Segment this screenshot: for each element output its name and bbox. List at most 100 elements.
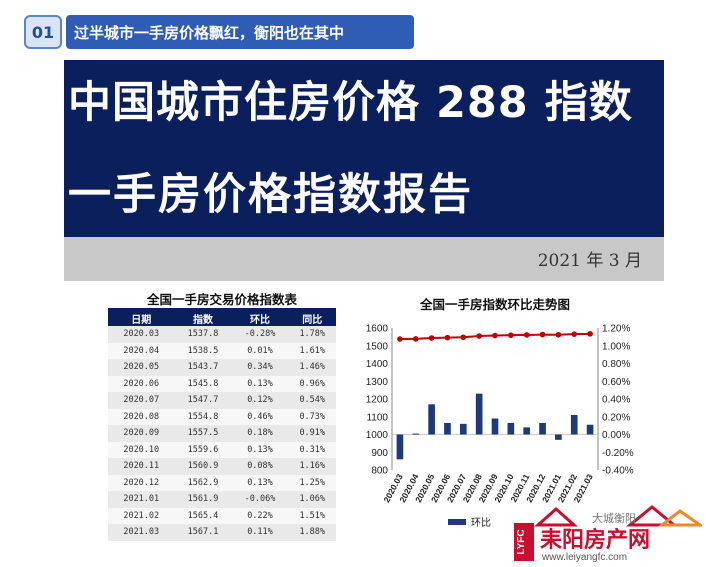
cell-date: 2020.08 bbox=[108, 408, 175, 425]
cell-mom: -0.06% bbox=[231, 491, 289, 508]
left-tick-label: 1500 bbox=[366, 341, 389, 352]
left-tick-label: 1100 bbox=[366, 412, 388, 423]
cell-date: 2020.05 bbox=[108, 359, 175, 376]
cell-index: 1557.5 bbox=[174, 425, 232, 442]
col-header-index: 指数 bbox=[174, 310, 232, 326]
cell-mom: 0.46% bbox=[231, 408, 289, 425]
right-tick-label: -0.20% bbox=[602, 448, 634, 459]
cell-yoy: 0.96% bbox=[288, 375, 336, 392]
cell-index: 1559.6 bbox=[174, 441, 232, 458]
line-point bbox=[412, 336, 419, 342]
right-tick-label: 0.40% bbox=[602, 395, 630, 406]
cell-yoy: 1.78% bbox=[288, 326, 336, 343]
cell-date: 2020.07 bbox=[108, 392, 175, 409]
logo-brand: 耒阳房产网 bbox=[540, 527, 650, 553]
left-tick-label: 1300 bbox=[366, 377, 389, 388]
cell-date: 2020.09 bbox=[108, 425, 175, 442]
chart-svg: 1600 1500 1400 1300 1200 1100 1000 900 800 1.20% 1… bbox=[366, 324, 634, 530]
line-point bbox=[523, 332, 530, 338]
cell-mom: 0.13% bbox=[231, 441, 289, 458]
cell-index: 1538.5 bbox=[174, 342, 232, 359]
logo-mark: LYFC bbox=[514, 505, 705, 561]
bar bbox=[459, 423, 467, 435]
right-tick-label: 0.80% bbox=[602, 359, 630, 370]
cell-mom: 0.22% bbox=[231, 507, 289, 524]
trend-chart: 全国一手房指数环比走势图 1600 1500 1400 1300 1200 1100 100… bbox=[350, 290, 700, 545]
left-tick-label: 1400 bbox=[366, 359, 389, 370]
legend-swatch bbox=[448, 519, 466, 525]
bar bbox=[570, 414, 578, 435]
cell-date: 2020.11 bbox=[108, 458, 175, 475]
col-header-date: 日期 bbox=[108, 310, 175, 326]
right-tick-label: 0.20% bbox=[602, 412, 630, 423]
table-row: 2020.08 1554.8 0.46% 0.73% bbox=[108, 408, 336, 425]
cell-date: 2021.02 bbox=[108, 507, 175, 524]
table-row: 2021.01 1561.9 -0.06% 1.06% bbox=[108, 491, 336, 508]
cell-mom: 0.13% bbox=[231, 474, 289, 491]
table-row: 2020.07 1547.7 0.12% 0.54% bbox=[108, 392, 336, 409]
cell-yoy: 0.91% bbox=[288, 425, 336, 442]
cell-index: 1547.7 bbox=[174, 392, 232, 409]
cell-yoy: 1.16% bbox=[288, 458, 336, 475]
right-tick-label: 0.60% bbox=[602, 377, 630, 388]
left-tick-label: 800 bbox=[371, 466, 388, 477]
cell-mom: 0.34% bbox=[231, 359, 289, 376]
cell-date: 2020.12 bbox=[108, 474, 175, 491]
right-tick-label: -0.40% bbox=[602, 466, 634, 477]
bar bbox=[523, 427, 531, 435]
bar bbox=[412, 433, 420, 435]
cell-date: 2020.03 bbox=[108, 326, 175, 343]
cell-index: 1565.4 bbox=[174, 507, 232, 524]
cell-index: 1554.8 bbox=[174, 408, 232, 425]
bar bbox=[475, 393, 483, 435]
line-point bbox=[587, 331, 593, 337]
table-row: 2020.12 1562.9 0.13% 1.25% bbox=[108, 474, 336, 491]
cell-date: 2021.01 bbox=[108, 491, 175, 508]
cell-yoy: 1.88% bbox=[288, 524, 336, 541]
left-tick-label: 1000 bbox=[366, 430, 389, 441]
cell-index: 1537.8 bbox=[174, 326, 232, 343]
date-band: 2021 年 3 月 bbox=[64, 237, 664, 281]
cell-mom: 0.11% bbox=[231, 524, 289, 541]
line-point bbox=[555, 331, 562, 338]
bar bbox=[428, 404, 435, 435]
report-date: 2021 年 3 月 bbox=[537, 251, 642, 271]
logo-mark-text: LYFC bbox=[516, 529, 527, 554]
table-row: 2020.05 1543.7 0.34% 1.46% bbox=[108, 359, 336, 376]
left-tick-label: 900 bbox=[371, 448, 388, 459]
line-point bbox=[476, 333, 482, 339]
cell-date: 2020.06 bbox=[108, 375, 175, 392]
bar bbox=[539, 422, 546, 435]
table-title: 全国一手房交易价格指数表 bbox=[108, 290, 336, 310]
line-point bbox=[444, 334, 451, 341]
index-table: 全国一手房交易价格指数表 日期 指数 环比 同比 2020.03 1537.8 -0… bbox=[108, 290, 336, 541]
report-title-line1: 中国城市住房价格 288 指数 bbox=[68, 78, 633, 128]
cell-index: 1560.9 bbox=[174, 458, 232, 475]
cell-yoy: 1.51% bbox=[288, 507, 336, 524]
right-tick-label: 1.00% bbox=[602, 341, 630, 352]
bar bbox=[396, 434, 404, 460]
col-header-mom: 环比 bbox=[231, 310, 289, 326]
cell-index: 1545.8 bbox=[174, 375, 232, 392]
left-tick-label: 1200 bbox=[366, 395, 389, 406]
cell-index: 1543.7 bbox=[174, 359, 232, 376]
table-row: 2020.09 1557.5 0.18% 0.91% bbox=[108, 425, 336, 442]
section-heading: 过半城市一手房价格飘红，衡阳也在其中 bbox=[66, 15, 414, 49]
bar bbox=[586, 424, 594, 435]
line-point bbox=[571, 331, 578, 337]
title-banner: 中国城市住房价格 288 指数 一手房价格指数报告 bbox=[64, 60, 664, 237]
cell-index: 1562.9 bbox=[174, 474, 232, 491]
line-point bbox=[508, 332, 514, 338]
section-badge: 01 过半城市一手房价格飘红，衡阳也在其中 bbox=[24, 15, 414, 49]
bar bbox=[444, 422, 451, 435]
cell-index: 1567.1 bbox=[174, 524, 232, 541]
section-number: 01 bbox=[24, 15, 62, 49]
cell-mom: 0.13% bbox=[231, 375, 289, 392]
cell-yoy: 1.61% bbox=[288, 342, 336, 359]
cell-mom: 0.08% bbox=[231, 458, 289, 475]
cell-date: 2020.10 bbox=[108, 441, 175, 458]
cell-mom: 0.12% bbox=[231, 392, 289, 409]
table-row: 2020.11 1560.9 0.08% 1.16% bbox=[108, 458, 336, 475]
cell-yoy: 0.31% bbox=[288, 441, 336, 458]
line-point bbox=[397, 336, 403, 342]
